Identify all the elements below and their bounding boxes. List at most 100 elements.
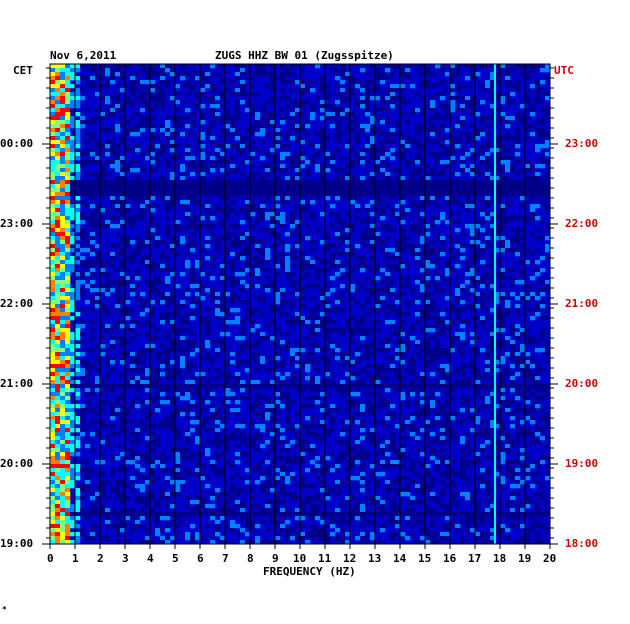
heatmap-cell: [70, 180, 76, 185]
heatmap-cell: [210, 96, 216, 101]
heatmap-cell: [145, 320, 151, 325]
heatmap-cell: [480, 448, 486, 453]
heatmap-cell: [150, 196, 156, 201]
heatmap-cell: [405, 312, 411, 317]
heatmap-cell: [480, 120, 486, 125]
heatmap-cell: [365, 300, 371, 305]
heatmap-cell: [270, 380, 276, 385]
heatmap-cell: [235, 128, 241, 133]
heatmap-cell: [530, 208, 536, 213]
heatmap-cell: [485, 372, 491, 377]
heatmap-cell: [515, 252, 521, 257]
heatmap-cell: [70, 340, 76, 345]
heatmap-cell: [515, 88, 521, 93]
heatmap-cell: [545, 444, 551, 449]
heatmap-cell: [115, 100, 121, 105]
heatmap-cell: [175, 388, 181, 393]
heatmap-cell: [170, 132, 176, 137]
heatmap-cell: [405, 424, 411, 429]
heatmap-cell: [450, 180, 456, 185]
heatmap-cell: [50, 272, 56, 277]
heatmap-cell: [510, 184, 516, 189]
heatmap-cell: [535, 132, 541, 137]
heatmap-cell: [285, 404, 291, 409]
heatmap-cell: [495, 92, 501, 97]
heatmap-cell: [180, 64, 186, 69]
heatmap-cell: [485, 364, 491, 369]
heatmap-cell: [280, 288, 286, 293]
heatmap-cell: [245, 436, 251, 441]
heatmap-cell: [60, 416, 66, 421]
heatmap-cell: [165, 316, 171, 321]
heatmap-cell: [360, 356, 366, 361]
heatmap-cell: [295, 288, 301, 293]
heatmap-cell: [110, 200, 116, 205]
heatmap-cell: [470, 256, 476, 261]
heatmap-cell: [255, 360, 261, 365]
heatmap-cell: [80, 244, 86, 249]
heatmap-cell: [60, 196, 66, 201]
heatmap-cell: [445, 328, 451, 333]
heatmap-cell: [60, 152, 66, 157]
heatmap-cell: [175, 252, 181, 257]
heatmap-cell: [520, 188, 526, 193]
heatmap-cell: [55, 436, 61, 441]
heatmap-cell: [75, 100, 81, 105]
heatmap-cell: [50, 428, 56, 433]
heatmap-cell: [305, 260, 311, 265]
heatmap-cell: [365, 96, 371, 101]
heatmap-cell: [375, 440, 381, 445]
heatmap-cell: [350, 400, 356, 405]
heatmap-cell: [145, 72, 151, 77]
heatmap-cell: [60, 124, 66, 129]
heatmap-cell: [505, 200, 511, 205]
heatmap-cell: [225, 88, 231, 93]
heatmap-cell: [220, 300, 226, 305]
heatmap-cell: [355, 328, 361, 333]
heatmap-cell: [545, 340, 551, 345]
heatmap-cell: [375, 348, 381, 353]
heatmap-cell: [130, 324, 136, 329]
heatmap-cell: [535, 204, 541, 209]
heatmap-cell: [155, 236, 161, 241]
heatmap-cell: [385, 384, 391, 389]
heatmap-cell: [405, 304, 411, 309]
heatmap-cell: [160, 388, 166, 393]
heatmap-cell: [90, 216, 96, 221]
heatmap-cell: [105, 184, 111, 189]
heatmap-cell: [260, 436, 266, 441]
heatmap-cell: [410, 416, 416, 421]
heatmap-cell: [150, 80, 156, 85]
heatmap-cell: [490, 264, 496, 269]
heatmap-cell: [210, 88, 216, 93]
heatmap-cell: [205, 132, 211, 137]
heatmap-cell: [345, 284, 351, 289]
heatmap-cell: [85, 160, 91, 165]
heatmap-cell: [120, 176, 126, 181]
heatmap-cell: [475, 112, 481, 117]
heatmap-cell: [150, 432, 156, 437]
heatmap-cell: [510, 92, 516, 97]
heatmap-cell: [365, 160, 371, 165]
heatmap-cell: [460, 164, 466, 169]
heatmap-cell: [400, 192, 406, 197]
heatmap-cell: [280, 188, 286, 193]
heatmap-cell: [175, 100, 181, 105]
heatmap-cell: [50, 96, 56, 101]
heatmap-cell: [200, 72, 206, 77]
heatmap-cell: [55, 400, 61, 405]
heatmap-cell: [135, 200, 141, 205]
heatmap-cell: [70, 212, 76, 217]
heatmap-cell: [130, 380, 136, 385]
heatmap-cell: [175, 384, 181, 389]
heatmap-cell: [380, 396, 386, 401]
heatmap-cell: [155, 352, 161, 357]
heatmap-cell: [475, 368, 481, 373]
heatmap-cell: [500, 136, 506, 141]
heatmap-cell: [330, 224, 336, 229]
heatmap-cell: [60, 392, 66, 397]
heatmap-cell: [545, 228, 551, 233]
heatmap-cell: [305, 236, 311, 241]
heatmap-cell: [270, 416, 276, 421]
heatmap-cell: [400, 392, 406, 397]
